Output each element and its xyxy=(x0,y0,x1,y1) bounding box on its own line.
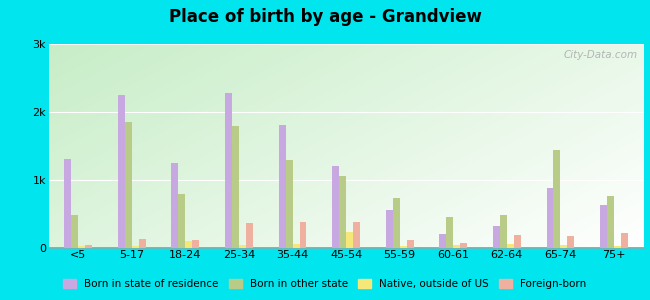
Bar xyxy=(393,198,400,247)
Bar xyxy=(192,240,200,248)
Bar xyxy=(385,210,393,248)
Bar xyxy=(279,125,285,248)
Bar xyxy=(138,239,146,248)
Bar xyxy=(554,150,560,248)
Bar xyxy=(332,166,339,247)
Bar xyxy=(353,222,360,248)
Bar xyxy=(560,245,567,247)
Bar xyxy=(85,245,92,248)
Bar xyxy=(72,215,78,247)
Bar xyxy=(178,194,185,248)
Bar xyxy=(400,246,407,247)
Bar xyxy=(447,217,453,248)
Bar xyxy=(172,163,178,248)
Bar xyxy=(507,244,514,247)
Bar xyxy=(125,122,132,248)
Bar xyxy=(185,241,192,248)
Bar xyxy=(453,245,460,247)
Bar xyxy=(339,176,346,248)
Bar xyxy=(500,215,507,247)
Bar xyxy=(300,222,307,248)
Bar xyxy=(460,243,467,248)
Legend: Born in state of residence, Born in other state, Native, outside of US, Foreign-: Born in state of residence, Born in othe… xyxy=(59,275,591,293)
Bar xyxy=(118,94,125,248)
Text: Place of birth by age - Grandview: Place of birth by age - Grandview xyxy=(168,8,482,26)
Bar xyxy=(547,188,554,248)
Bar xyxy=(439,234,447,247)
Bar xyxy=(346,232,353,248)
Text: City-Data.com: City-Data.com xyxy=(564,50,638,60)
Bar xyxy=(132,246,138,248)
Bar xyxy=(225,93,232,247)
Bar xyxy=(614,246,621,248)
Bar xyxy=(493,226,500,247)
Bar xyxy=(239,245,246,247)
Bar xyxy=(64,159,72,247)
Bar xyxy=(292,244,300,248)
Bar xyxy=(246,223,253,248)
Bar xyxy=(407,240,413,247)
Bar xyxy=(567,236,575,247)
Bar xyxy=(232,127,239,248)
Bar xyxy=(285,160,293,247)
Bar xyxy=(607,196,614,248)
Bar xyxy=(78,247,85,248)
Bar xyxy=(621,233,628,247)
Bar xyxy=(514,235,521,248)
Bar xyxy=(600,205,607,248)
